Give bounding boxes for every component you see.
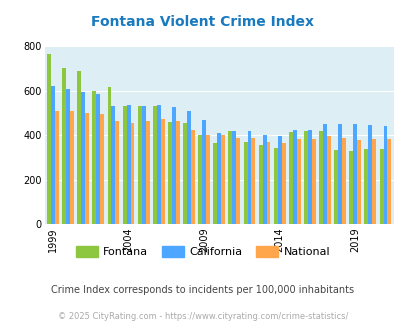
Bar bbox=[379, 148, 383, 224]
Bar bbox=[251, 138, 255, 224]
Bar bbox=[243, 142, 247, 224]
Bar bbox=[281, 143, 285, 224]
Bar bbox=[296, 139, 300, 224]
Bar bbox=[303, 131, 307, 224]
Bar bbox=[217, 133, 221, 224]
Bar bbox=[47, 54, 51, 224]
Bar bbox=[77, 71, 81, 224]
Bar bbox=[160, 118, 164, 224]
Bar bbox=[190, 130, 194, 224]
Text: Fontana Violent Crime Index: Fontana Violent Crime Index bbox=[91, 15, 314, 29]
Bar bbox=[145, 121, 149, 224]
Bar bbox=[228, 131, 232, 224]
Bar bbox=[318, 131, 322, 224]
Bar bbox=[198, 135, 202, 224]
Bar bbox=[107, 87, 111, 224]
Bar bbox=[51, 86, 55, 224]
Bar bbox=[337, 124, 341, 224]
Bar bbox=[383, 126, 386, 224]
Bar bbox=[92, 91, 96, 224]
Bar bbox=[258, 145, 262, 224]
Bar bbox=[100, 114, 104, 224]
Bar bbox=[96, 94, 100, 224]
Bar bbox=[311, 139, 315, 224]
Bar bbox=[62, 68, 66, 224]
Bar bbox=[262, 135, 266, 224]
Bar bbox=[171, 108, 175, 224]
Bar bbox=[326, 136, 330, 224]
Bar bbox=[202, 120, 206, 224]
Bar bbox=[187, 111, 190, 224]
Bar bbox=[232, 131, 236, 224]
Bar bbox=[221, 135, 225, 224]
Bar bbox=[141, 106, 145, 224]
Bar bbox=[352, 124, 356, 224]
Bar bbox=[213, 143, 217, 224]
Bar bbox=[371, 139, 375, 224]
Bar bbox=[288, 132, 292, 224]
Text: Crime Index corresponds to incidents per 100,000 inhabitants: Crime Index corresponds to incidents per… bbox=[51, 285, 354, 295]
Bar bbox=[66, 88, 70, 224]
Bar bbox=[341, 138, 345, 224]
Bar bbox=[277, 136, 281, 224]
Bar bbox=[122, 106, 126, 224]
Legend: Fontana, California, National: Fontana, California, National bbox=[71, 242, 334, 261]
Bar bbox=[364, 148, 367, 224]
Bar bbox=[349, 151, 352, 224]
Bar bbox=[183, 123, 187, 224]
Bar bbox=[111, 106, 115, 224]
Bar bbox=[266, 142, 270, 224]
Bar bbox=[206, 135, 209, 224]
Bar bbox=[137, 106, 141, 224]
Bar bbox=[168, 122, 171, 224]
Text: © 2025 CityRating.com - https://www.cityrating.com/crime-statistics/: © 2025 CityRating.com - https://www.city… bbox=[58, 312, 347, 321]
Bar bbox=[175, 121, 179, 224]
Bar bbox=[115, 121, 119, 224]
Bar bbox=[322, 124, 326, 224]
Bar bbox=[85, 113, 89, 224]
Bar bbox=[386, 139, 390, 224]
Bar bbox=[356, 140, 360, 224]
Bar bbox=[156, 105, 160, 224]
Bar bbox=[81, 92, 85, 224]
Bar bbox=[130, 123, 134, 224]
Bar bbox=[292, 130, 296, 224]
Bar bbox=[153, 106, 156, 224]
Bar bbox=[247, 131, 251, 224]
Bar bbox=[307, 130, 311, 224]
Bar bbox=[70, 111, 74, 224]
Bar bbox=[333, 150, 337, 224]
Bar bbox=[367, 125, 371, 224]
Bar bbox=[55, 112, 59, 224]
Bar bbox=[126, 105, 130, 224]
Bar bbox=[236, 138, 240, 224]
Bar bbox=[273, 148, 277, 224]
